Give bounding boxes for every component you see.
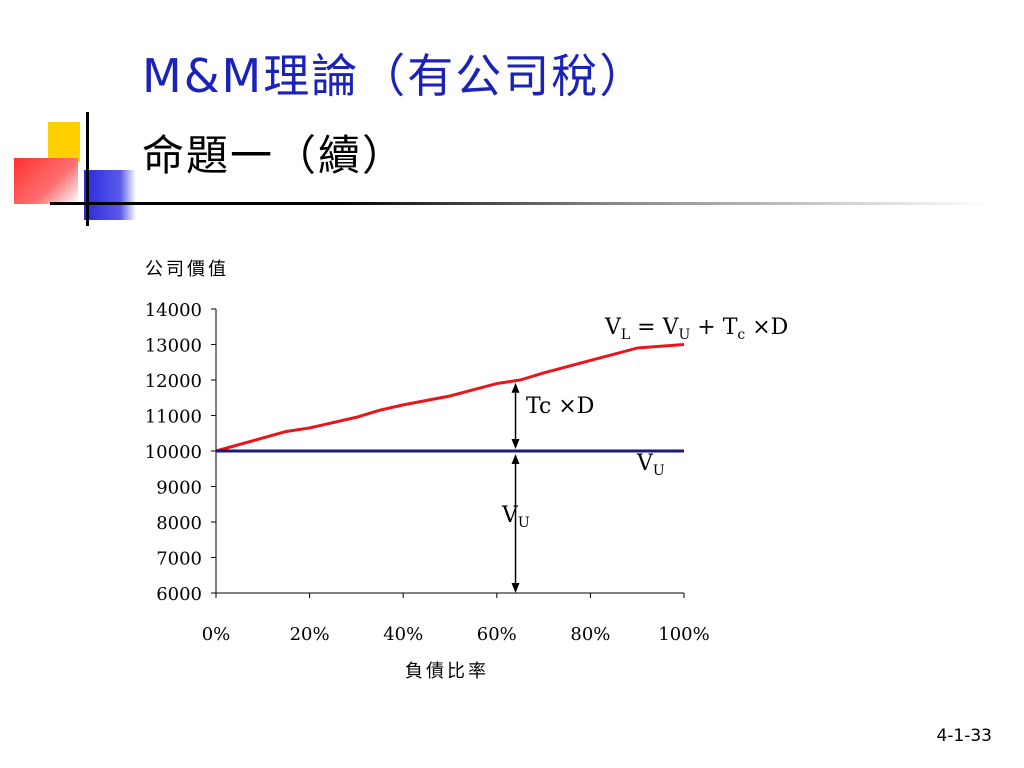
deco-blue-square [84,170,136,220]
y-tick-label: 6000 [156,584,202,605]
vl-series-line [215,343,685,453]
y-tick-label: 10000 [145,442,202,463]
deco-yellow-square [48,122,80,162]
vu-line-label: VU [636,451,665,479]
y-tick-label: 7000 [156,549,202,570]
slide-subtitle: 命題一（續） [142,131,407,180]
x-tick-label: 0% [202,624,231,645]
slide-number: 4-1-33 [936,726,992,746]
tax-shield-arrow-head-bottom [511,439,520,449]
y-tick-label: 13000 [145,336,202,357]
y-tick-label: 11000 [145,407,202,428]
deco-red-square [14,158,78,204]
x-axis-title: 負債比率 [405,661,489,682]
y-tick-label: 12000 [145,371,202,392]
x-tick-label: 80% [570,624,610,645]
y-axis-title: 公司價值 [145,259,229,280]
x-tick-label: 60% [477,624,517,645]
deco-horizontal-rule [50,202,990,205]
y-tick-label: 9000 [156,478,202,499]
x-tick-label: 40% [383,624,423,645]
x-tick-label: 100% [658,624,709,645]
slide-title: M&M理論（有公司稅） [142,49,648,103]
y-tick-label: 8000 [156,513,202,534]
tax-shield-label: Tc ×D [526,394,594,419]
chart-annotations: 公司價值 負債比率 VL = VU + Tc ×D Tc ×D VU VU [145,259,788,682]
chart-series [215,343,685,453]
x-tick-label: 20% [290,624,330,645]
chart-axes: 14000 13000 12000 11000 10000 9000 8000 7000 600… [145,300,710,645]
tax-shield-arrow-head-top [511,382,520,393]
vu-arrow-label: VU [501,503,530,531]
vu-arrow-head-bottom [511,583,520,593]
vl-equation-label: VL = VU + Tc ×D [604,315,788,343]
deco-vertical-bar [86,112,89,226]
y-tick-label: 14000 [145,300,202,321]
vu-arrow-head-top [511,454,520,464]
